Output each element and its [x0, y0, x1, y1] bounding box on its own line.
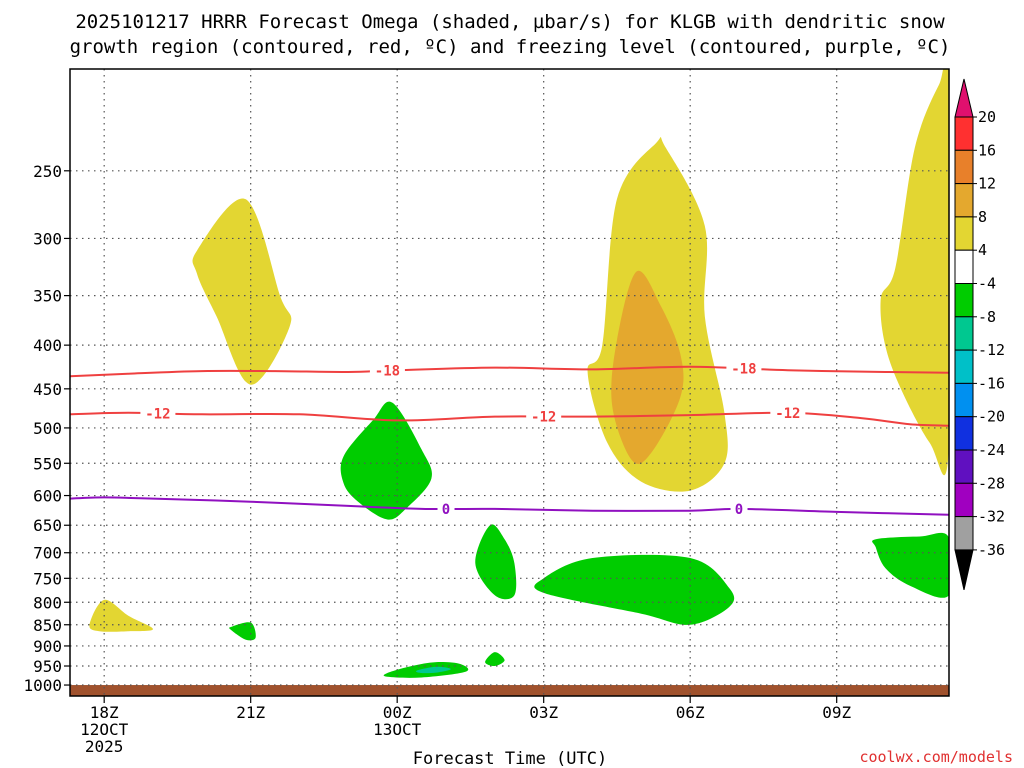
plot-area: -18 -18 -12 -12 -12 0 0: [69, 68, 950, 697]
colorbar-box-2: [954, 183, 974, 218]
y-tick-label-650: 650: [33, 516, 62, 535]
contour-label-bg: [437, 500, 455, 517]
colorbar-box-11: [954, 482, 974, 518]
omega-region-5: [340, 401, 432, 520]
contour-label--18: -18: [375, 364, 400, 380]
chart-title-line-2: growth region (contoured, red, ºC) and f…: [70, 36, 951, 58]
contour-label-bg: [770, 404, 806, 421]
colorbar-label-4: 4: [978, 241, 987, 259]
colorbar-label-8: -16: [978, 374, 1005, 392]
x-tick-label-15-0: 09Z: [822, 703, 851, 722]
y-tick-label-500: 500: [33, 419, 62, 438]
x-axis-label: Forecast Time (UTC): [413, 749, 607, 768]
contour-label-bg: [730, 500, 748, 517]
x-tick-label-0-2: 2025: [85, 737, 124, 756]
y-tick-label-950: 950: [33, 657, 62, 676]
colorbar-box-9: [954, 416, 974, 451]
contour-label--12: -12: [145, 406, 170, 422]
colorbar-label-3: 8: [978, 208, 987, 226]
contour-line--12: [70, 411, 949, 427]
y-tick-label-350: 350: [33, 287, 62, 306]
omega-region-9: [228, 622, 256, 641]
omega-region-7: [534, 554, 735, 625]
colorbar-box-1: [954, 149, 974, 185]
colorbar-box-12: [954, 516, 974, 551]
contour-label-bg: [726, 360, 762, 377]
x-tick-label-9-0: 03Z: [529, 703, 558, 722]
y-axis: 250 300 350 400 450 500 550 600 650 700 750 800 850 9…: [23, 162, 70, 695]
colorbar-label-6: -8: [978, 308, 996, 326]
y-tick-label-600: 600: [33, 487, 62, 506]
colorbar-label-5: -4: [978, 275, 996, 293]
colorbar-box-4: [954, 249, 974, 284]
y-tick-label-250: 250: [33, 162, 62, 181]
x-tick-label-6-1: 13OCT: [373, 720, 422, 739]
contour-label-bg: [140, 405, 176, 422]
colorbar-over-arrow: [954, 78, 974, 118]
colorbar-box-7: [954, 349, 974, 384]
colorbar-label-10: -24: [978, 441, 1005, 459]
colorbar-label-2: 12: [978, 175, 996, 193]
x-tick-label-0-0: 18Z: [90, 703, 119, 722]
colorbar-box-8: [954, 382, 974, 418]
colorbar-under-arrow: [954, 549, 974, 591]
colorbar-label-9: -20: [978, 408, 1005, 426]
omega-region-8: [872, 532, 949, 598]
x-tick-label-12-0: 06Z: [676, 703, 705, 722]
omega-region-12: [415, 666, 451, 674]
x-tick-label-3-0: 21Z: [236, 703, 265, 722]
y-tick-label-400: 400: [33, 336, 62, 355]
omega-region-0: [192, 198, 292, 385]
x-tick-label-0-1: 12OCT: [80, 720, 129, 739]
colorbar-box-3: [954, 216, 974, 251]
colorbar: 20 16 12 8 4 -4 -8 -12 -16 -20 -24 -28 -32 -36: [954, 78, 1005, 591]
contour-label-bg: [526, 408, 562, 425]
x-tick-label-6-0: 00Z: [383, 703, 412, 722]
colorbar-box-10: [954, 449, 974, 484]
y-tick-label-450: 450: [33, 380, 62, 399]
omega-region-6: [475, 524, 517, 600]
contour-label-0: 0: [442, 502, 450, 518]
credit-text: coolwx.com/models: [859, 748, 1013, 766]
omega-shading-layer: [89, 69, 949, 678]
grid-layer: [70, 69, 949, 696]
y-tick-label-750: 750: [33, 569, 62, 588]
contour-line-0: [70, 496, 949, 516]
y-tick-label-1000: 1000: [23, 676, 62, 695]
colorbar-label-7: -12: [978, 341, 1005, 359]
omega-region-3: [89, 599, 153, 632]
colorbar-label-0: 20: [978, 108, 996, 126]
colorbar-box-6: [954, 316, 974, 351]
omega-region-2: [880, 69, 949, 476]
contour-label--12: -12: [775, 406, 800, 422]
y-tick-label-700: 700: [33, 544, 62, 563]
colorbar-box-0: [954, 116, 974, 151]
colorbar-label-11: -28: [978, 474, 1005, 492]
contour-line--18: [70, 365, 949, 378]
y-tick-label-800: 800: [33, 593, 62, 612]
ground-layer: [70, 685, 949, 696]
colorbar-label-13: -36: [978, 541, 1005, 559]
y-tick-label-300: 300: [33, 229, 62, 248]
y-tick-label-900: 900: [33, 637, 62, 656]
contour-label-0: 0: [735, 502, 743, 518]
plot-frame: [69, 68, 950, 697]
contour-label--18: -18: [731, 362, 756, 378]
chart-title-line-1: 2025101217 HRRR Forecast Omega (shaded, …: [75, 11, 945, 33]
y-tick-label-550: 550: [33, 454, 62, 473]
contour-layer: -18 -18 -12 -12 -12 0 0: [70, 360, 949, 518]
colorbar-box-5: [954, 283, 974, 318]
y-tick-label-850: 850: [33, 616, 62, 635]
contour-label-bg: [369, 362, 405, 379]
contour-label--12: -12: [531, 410, 556, 426]
ground-fill: [70, 685, 949, 696]
colorbar-label-1: 16: [978, 141, 996, 159]
colorbar-label-12: -32: [978, 508, 1005, 526]
omega-region-10: [485, 652, 505, 667]
